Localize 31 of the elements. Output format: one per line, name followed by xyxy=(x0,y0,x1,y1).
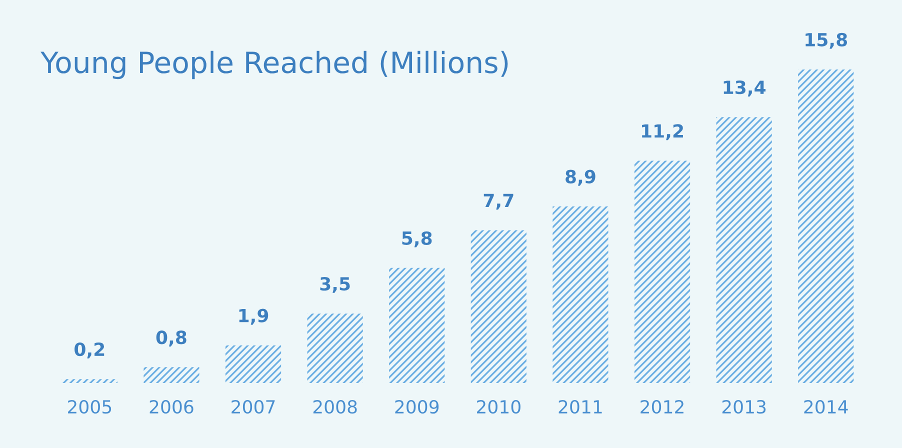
x-tick-label: 2007 xyxy=(232,400,275,414)
bar xyxy=(144,367,200,384)
data-label: 3,5 xyxy=(320,276,350,293)
x-tick-label: 2012 xyxy=(640,400,684,414)
data-label: 5,8 xyxy=(402,231,432,248)
bar xyxy=(552,206,608,384)
bar xyxy=(716,117,772,384)
bar xyxy=(225,345,282,384)
data-label: 8,9 xyxy=(566,170,596,186)
x-tick-label: 2006 xyxy=(150,400,194,414)
bar xyxy=(634,160,690,384)
data-label: 1,9 xyxy=(239,308,268,325)
x-tick-label: 2009 xyxy=(395,400,439,414)
data-label: 0,2 xyxy=(74,342,104,358)
bar xyxy=(470,230,526,384)
bar xyxy=(798,69,854,384)
data-label: 11,2 xyxy=(642,124,683,140)
x-tick-label: 2013 xyxy=(722,400,766,414)
data-label: 15,8 xyxy=(806,32,848,49)
chart-title: Young People Reached (Millions) xyxy=(40,50,508,80)
x-tick-label: 2010 xyxy=(477,400,520,414)
data-label: 13,4 xyxy=(724,80,766,96)
x-tick-label: 2005 xyxy=(68,400,112,414)
data-label: 0,8 xyxy=(156,330,186,347)
x-tick-label: 2014 xyxy=(804,400,848,414)
bar xyxy=(62,379,118,384)
bar xyxy=(307,314,363,384)
data-label: 7,7 xyxy=(484,194,514,210)
x-tick-label: 2008 xyxy=(313,400,357,414)
x-tick-label: 2011 xyxy=(558,400,602,414)
bar xyxy=(389,268,445,384)
